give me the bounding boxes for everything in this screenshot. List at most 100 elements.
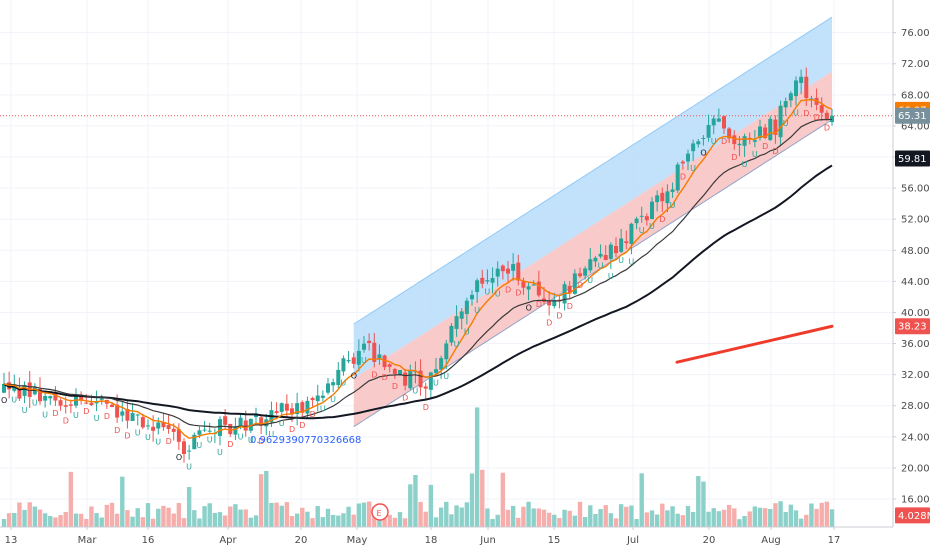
volume-bar (762, 508, 768, 527)
x-tick-label: 17 (828, 535, 841, 546)
volume-bar (706, 511, 711, 527)
signal-letter: O (700, 149, 706, 158)
volume-bar (624, 506, 629, 527)
candle-body (614, 246, 618, 254)
volume-bar (325, 508, 331, 527)
volume-bar (145, 503, 151, 527)
candle-body (799, 76, 804, 83)
signal-letter: D (536, 300, 542, 309)
y-tick-label: 56.00 (901, 184, 930, 195)
signal-letter: U (639, 226, 645, 235)
earnings-marker-label: E (377, 509, 382, 518)
candle-body (161, 422, 166, 428)
signal-letter: U (618, 256, 624, 265)
x-tick-label: 18 (425, 535, 438, 546)
signal-letter: D (392, 382, 398, 391)
signal-letter: U (248, 436, 254, 445)
candle-body (639, 215, 644, 217)
candle-body (115, 404, 120, 418)
candle-body (48, 396, 53, 399)
candle-body (120, 411, 125, 416)
candle-body (675, 164, 680, 191)
volume-bar (402, 518, 408, 527)
volume-bar (660, 503, 665, 527)
ema-fast-line (3, 98, 833, 439)
volume-bar (217, 512, 223, 527)
candle-body (382, 355, 387, 368)
price-axis[interactable]: 76.0072.0068.0064.0060.0056.0052.0048.00… (892, 0, 932, 527)
volume-bar (649, 510, 655, 527)
volume-bar (757, 507, 763, 527)
candle-body (254, 414, 258, 418)
candle-body (752, 140, 757, 142)
volume-bar (387, 514, 392, 527)
volume-bar (598, 509, 603, 527)
signal-letter: D (227, 440, 233, 449)
candle-body (680, 161, 685, 164)
signal-letter: D (762, 142, 768, 151)
earnings-marker-circle (371, 503, 389, 521)
volume-bar (670, 506, 675, 527)
volume-bar (809, 503, 814, 527)
signal-letter: U (443, 372, 449, 381)
candle-body (470, 294, 474, 300)
candle-body (583, 268, 588, 276)
volume-bar (99, 517, 104, 527)
volume-bar (382, 518, 387, 527)
volume-bar (639, 473, 644, 527)
volume-bar (541, 509, 547, 527)
volume-bar (536, 508, 542, 527)
candle-body (531, 284, 536, 286)
candle-body (197, 430, 202, 435)
volume-bar (732, 508, 737, 527)
candle-body (12, 386, 17, 391)
candle-body (392, 369, 397, 375)
candle-body (578, 273, 582, 277)
candle-body (79, 394, 84, 401)
candle-body (140, 417, 145, 428)
x-tick-label: Mar (78, 535, 98, 546)
volume-bar (42, 513, 48, 527)
volume-bar (166, 507, 171, 527)
volume-bar (130, 516, 135, 527)
signal-letter: U (94, 414, 100, 423)
volume-bar (618, 504, 624, 527)
candle-body (428, 372, 433, 390)
candle-body (403, 372, 408, 386)
signal-letter: D (556, 311, 562, 320)
signal-letter: O (176, 453, 182, 462)
signal-letter: U (42, 411, 48, 420)
signal-letter: U (433, 378, 439, 387)
time-axis[interactable]: 13 Mar 16 Apr 20 May 18 Jun 15 Jul 20 Aug 17 (0, 526, 932, 550)
volume-bar (490, 518, 495, 527)
signal-letter: U (495, 290, 501, 299)
signal-letter: D (505, 286, 511, 295)
candle-body (38, 388, 42, 402)
volume-bar (243, 509, 248, 527)
volume-bar (356, 503, 362, 527)
candle-body (53, 393, 58, 401)
signal-letter: U (752, 150, 758, 159)
volume-bar (726, 504, 732, 527)
earnings-marker[interactable]: E (371, 503, 389, 521)
volume-bar (197, 518, 202, 527)
candle-body (794, 80, 798, 97)
slope-line (675, 324, 834, 364)
candle-body (151, 426, 156, 431)
signal-letter: D (515, 288, 521, 297)
volume-bar (32, 506, 38, 527)
volume-bar (557, 517, 562, 527)
volume-bar (186, 487, 192, 527)
signal-letter: D (52, 409, 58, 418)
signal-letter: D (83, 407, 89, 416)
signal-letter: U (690, 164, 696, 173)
x-tick-label: Aug (761, 535, 781, 546)
volume-bar (644, 512, 650, 527)
price-badge: 38.23 (895, 318, 930, 335)
price-badge-bg (895, 318, 930, 335)
candle-body (84, 402, 89, 404)
candle-body (500, 265, 505, 272)
volume-bar (444, 501, 449, 527)
